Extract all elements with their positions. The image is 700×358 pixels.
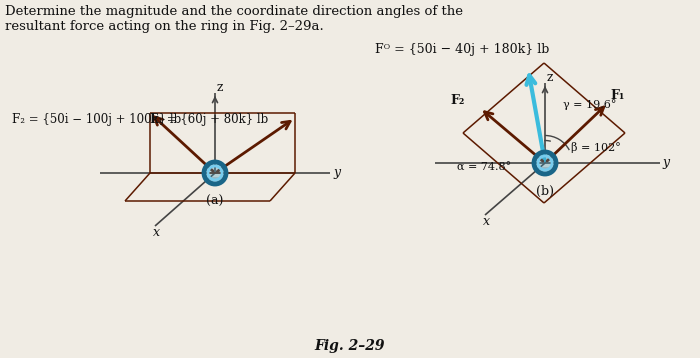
Text: γ = 19.6°: γ = 19.6° (563, 99, 617, 110)
Text: β = 102°: β = 102° (571, 142, 621, 153)
Text: z: z (217, 81, 223, 94)
Text: z: z (547, 71, 554, 84)
Text: (b): (b) (536, 185, 554, 198)
Text: F₂ = {50i − 100j + 100k} lb: F₂ = {50i − 100j + 100k} lb (12, 113, 181, 126)
Text: F₁: F₁ (610, 89, 624, 102)
Text: x: x (153, 226, 160, 239)
Text: y: y (333, 166, 340, 179)
Ellipse shape (535, 153, 555, 173)
Text: α = 74.8°: α = 74.8° (457, 163, 511, 173)
Text: resultant force acting on the ring in Fig. 2–29a.: resultant force acting on the ring in Fi… (5, 20, 323, 33)
Text: F₁ = {60j + 80k} lb: F₁ = {60j + 80k} lb (150, 113, 268, 126)
Text: Determine the magnitude and the coordinate direction angles of the: Determine the magnitude and the coordina… (5, 5, 463, 18)
Ellipse shape (536, 167, 554, 175)
Text: x: x (483, 215, 490, 228)
Ellipse shape (205, 163, 225, 183)
Text: F₂: F₂ (450, 94, 464, 107)
Text: Fig. 2–29: Fig. 2–29 (315, 339, 385, 353)
Ellipse shape (206, 177, 224, 185)
Text: (a): (a) (206, 195, 224, 208)
Text: Fᴼ = {50i − 40j + 180k} lb: Fᴼ = {50i − 40j + 180k} lb (375, 43, 550, 56)
Text: y: y (662, 156, 669, 169)
